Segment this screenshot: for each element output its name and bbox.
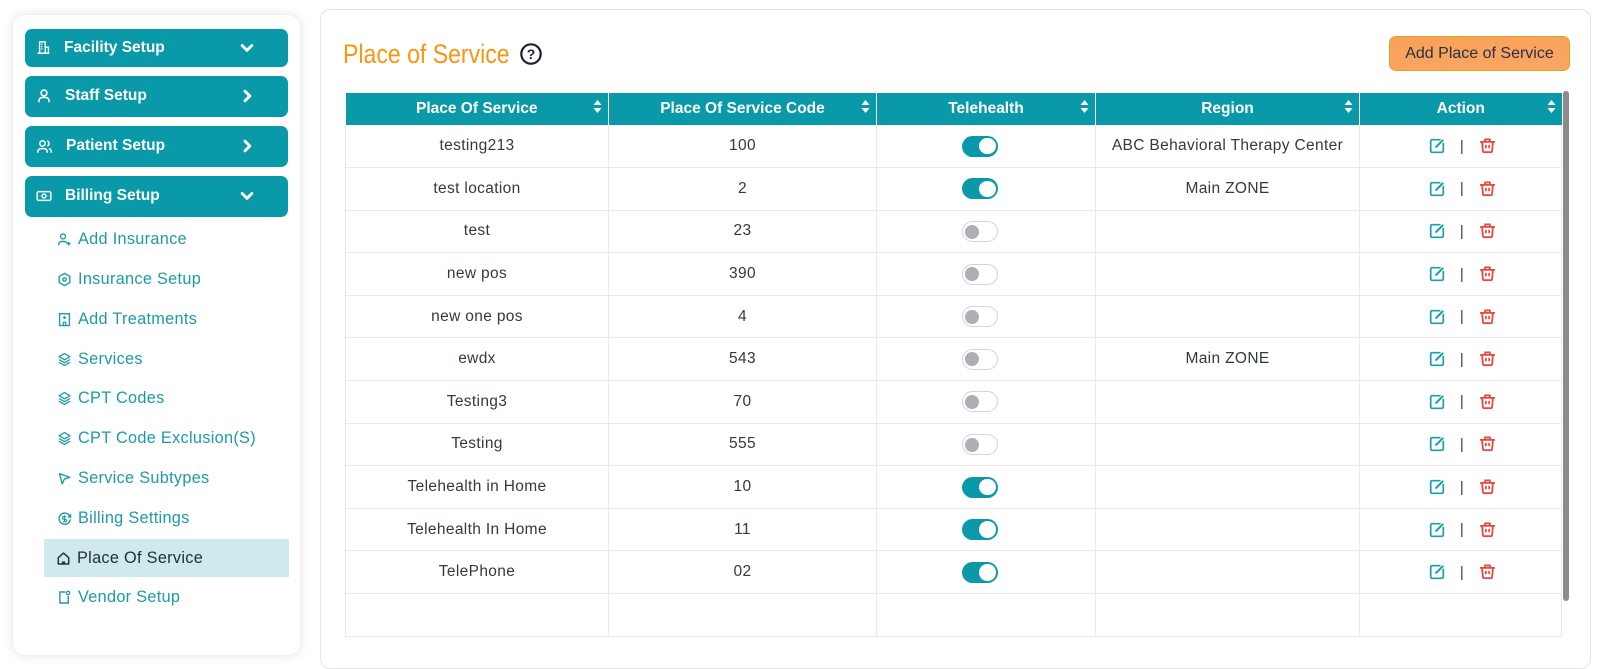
svg-text:?: ? — [527, 46, 536, 62]
